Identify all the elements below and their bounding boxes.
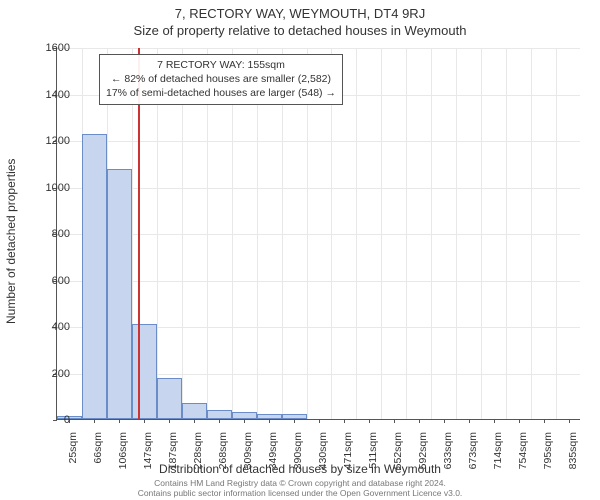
gridline-v xyxy=(506,48,507,419)
annotation-line: ← 82% of detached houses are smaller (2,… xyxy=(106,72,336,86)
ytick-label: 200 xyxy=(30,368,70,380)
histogram-bar xyxy=(232,412,257,419)
x-axis-label: Distribution of detached houses by size … xyxy=(0,462,600,476)
xtick-mark xyxy=(169,419,170,423)
xtick-mark xyxy=(469,419,470,423)
histogram-bar xyxy=(132,324,157,419)
xtick-mark xyxy=(194,419,195,423)
xtick-mark xyxy=(569,419,570,423)
gridline-v xyxy=(531,48,532,419)
gridline-h xyxy=(57,281,580,282)
xtick-mark xyxy=(294,419,295,423)
xtick-mark xyxy=(319,419,320,423)
xtick-mark xyxy=(219,419,220,423)
plot-box: 25sqm66sqm106sqm147sqm187sqm228sqm268sqm… xyxy=(56,48,580,420)
annotation-box: 7 RECTORY WAY: 155sqm← 82% of detached h… xyxy=(99,54,343,105)
histogram-bar xyxy=(157,378,182,419)
gridline-h xyxy=(57,141,580,142)
ytick-label: 400 xyxy=(30,321,70,333)
xtick-mark xyxy=(269,419,270,423)
chart-title: Size of property relative to detached ho… xyxy=(0,21,600,42)
chart-plot-area: 25sqm66sqm106sqm147sqm187sqm228sqm268sqm… xyxy=(56,48,580,420)
xtick-mark xyxy=(94,419,95,423)
histogram-bar xyxy=(82,134,107,419)
gridline-h xyxy=(57,234,580,235)
footer-line1: Contains HM Land Registry data © Crown c… xyxy=(8,478,592,488)
xtick-mark xyxy=(144,419,145,423)
ytick-label: 1400 xyxy=(30,89,70,101)
xtick-mark xyxy=(369,419,370,423)
xtick-label: 66sqm xyxy=(92,432,104,464)
ytick-label: 800 xyxy=(30,228,70,240)
xtick-mark xyxy=(544,419,545,423)
xtick-mark xyxy=(444,419,445,423)
address-line: 7, RECTORY WAY, WEYMOUTH, DT4 9RJ xyxy=(0,0,600,21)
gridline-v xyxy=(431,48,432,419)
gridline-v xyxy=(556,48,557,419)
attribution-footer: Contains HM Land Registry data © Crown c… xyxy=(8,478,592,498)
gridline-v xyxy=(356,48,357,419)
y-axis-label: Number of detached properties xyxy=(4,159,18,324)
gridline-v xyxy=(406,48,407,419)
histogram-bar xyxy=(182,403,207,419)
xtick-mark xyxy=(119,419,120,423)
gridline-h xyxy=(57,48,580,49)
xtick-mark xyxy=(344,419,345,423)
ytick-label: 0 xyxy=(30,414,70,426)
xtick-mark xyxy=(394,419,395,423)
xtick-mark xyxy=(494,419,495,423)
histogram-bar xyxy=(207,410,232,419)
xtick-mark xyxy=(244,419,245,423)
gridline-v xyxy=(456,48,457,419)
ytick-label: 1600 xyxy=(30,42,70,54)
annotation-line: 7 RECTORY WAY: 155sqm xyxy=(106,58,336,72)
xtick-label: 25sqm xyxy=(67,432,79,464)
gridline-h xyxy=(57,188,580,189)
xtick-mark xyxy=(419,419,420,423)
gridline-v xyxy=(381,48,382,419)
gridline-v xyxy=(481,48,482,419)
footer-line2: Contains public sector information licen… xyxy=(8,488,592,498)
ytick-label: 1200 xyxy=(30,135,70,147)
xtick-mark xyxy=(519,419,520,423)
ytick-label: 1000 xyxy=(30,182,70,194)
ytick-label: 600 xyxy=(30,275,70,287)
annotation-line: 17% of semi-detached houses are larger (… xyxy=(106,86,336,100)
histogram-bar xyxy=(107,169,132,419)
